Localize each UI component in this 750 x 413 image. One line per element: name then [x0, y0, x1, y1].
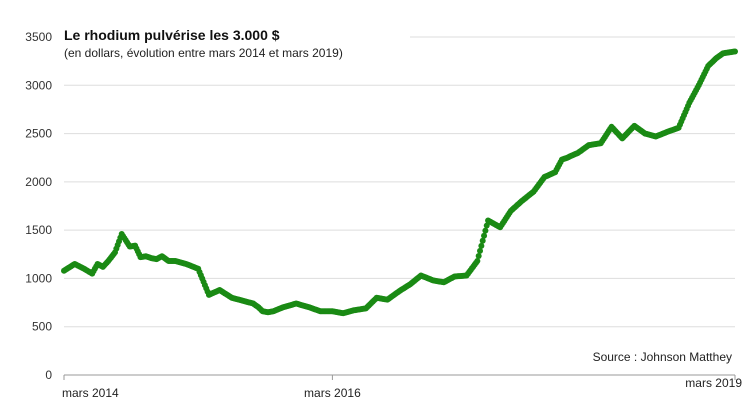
data-point: [481, 232, 488, 239]
y-axis-ticks: 0 500 1000 1500 2000 2500 3000 3500: [25, 30, 52, 382]
x-tick-label: mars 2016: [304, 386, 361, 400]
data-point: [474, 258, 481, 265]
y-tick-label: 2500: [25, 127, 52, 141]
chart-subtitle: (en dollars, évolution entre mars 2014 e…: [64, 46, 343, 60]
data-point: [483, 222, 490, 229]
chart-source: Source : Johnson Matthey: [592, 350, 732, 364]
data-point: [732, 48, 738, 55]
x-tick-label: mars 2019: [685, 376, 742, 390]
grid-lines: [64, 36, 735, 376]
x-axis-ticks: mars 2014 mars 2016 mars 2019: [62, 375, 742, 400]
chart-title: Le rhodium pulvérise les 3.000 $: [64, 27, 280, 43]
y-tick-label: 500: [32, 320, 52, 334]
y-tick-label: 3500: [25, 30, 52, 44]
data-point: [478, 242, 485, 249]
data-points: [61, 48, 738, 317]
y-tick-label: 0: [45, 368, 52, 382]
x-tick-label: mars 2014: [62, 386, 119, 400]
data-point: [475, 252, 482, 259]
data-point: [477, 247, 484, 254]
y-tick-label: 2000: [25, 175, 52, 189]
data-point: [479, 237, 486, 244]
y-tick-label: 3000: [25, 78, 52, 92]
y-tick-label: 1000: [25, 271, 52, 285]
y-tick-label: 1500: [25, 223, 52, 237]
data-point: [482, 227, 489, 234]
